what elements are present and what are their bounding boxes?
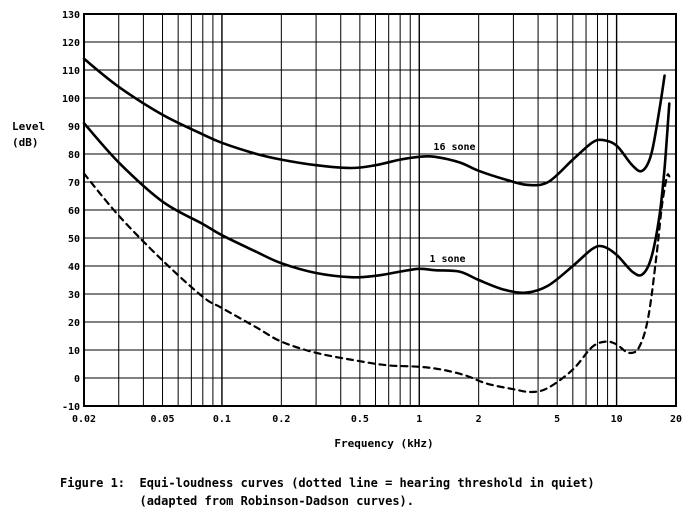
x-tick-label: 1	[416, 414, 422, 425]
y-tick-label: -10	[62, 402, 80, 413]
threshold-curve	[82, 172, 671, 394]
plot-border	[83, 13, 677, 407]
y-tick-label: 20	[68, 318, 80, 329]
x-tick-label: 0.05	[150, 414, 174, 425]
x-tick-label: 20	[670, 414, 682, 425]
y-tick-label: 30	[68, 290, 80, 301]
x-tick-label: 5	[554, 414, 560, 425]
series-line-2	[82, 102, 671, 295]
y-tick-label: 60	[68, 206, 80, 217]
y-axis-label-line1: Level	[12, 120, 45, 133]
y-tick-label: 120	[62, 38, 80, 49]
series-line-1	[82, 57, 666, 187]
annotations: 16 sone 1 sone	[429, 142, 475, 265]
y-tick-label: 90	[68, 122, 80, 133]
curve-annotation: 1 sone	[429, 254, 465, 265]
figure-caption-line2: (adapted from Robinson-Dadson curves).	[60, 494, 415, 508]
y-tick-label: 10	[68, 346, 80, 357]
y-tick-label: 40	[68, 262, 80, 273]
y-tick-label: 130	[62, 10, 80, 21]
x-tick-label: 0.2	[272, 414, 290, 425]
y-tick-label: 110	[62, 66, 80, 77]
y-axis-label-line2: (dB)	[12, 136, 39, 149]
curve-annotation: 16 sone	[433, 142, 475, 153]
y-tick-label: 100	[62, 94, 80, 105]
x-tick-label: 0.1	[213, 414, 231, 425]
x-axis-label: Frequency (kHz)	[334, 437, 433, 450]
figure-caption-line1: Figure 1: Equi-loudness curves (dotted l…	[60, 476, 595, 490]
y-tick-label: 80	[68, 150, 80, 161]
y-tick-label: 0	[74, 374, 80, 385]
y-tick-label: 70	[68, 178, 80, 189]
x-tick-label: 0.02	[72, 414, 96, 425]
x-tick-label: 0.5	[351, 414, 369, 425]
grid	[83, 13, 677, 407]
y-tick-label: 50	[68, 234, 80, 245]
plot-frame	[83, 13, 677, 407]
x-tick-label: 10	[611, 414, 623, 425]
x-tick-label: 2	[476, 414, 482, 425]
series-group	[82, 57, 671, 394]
